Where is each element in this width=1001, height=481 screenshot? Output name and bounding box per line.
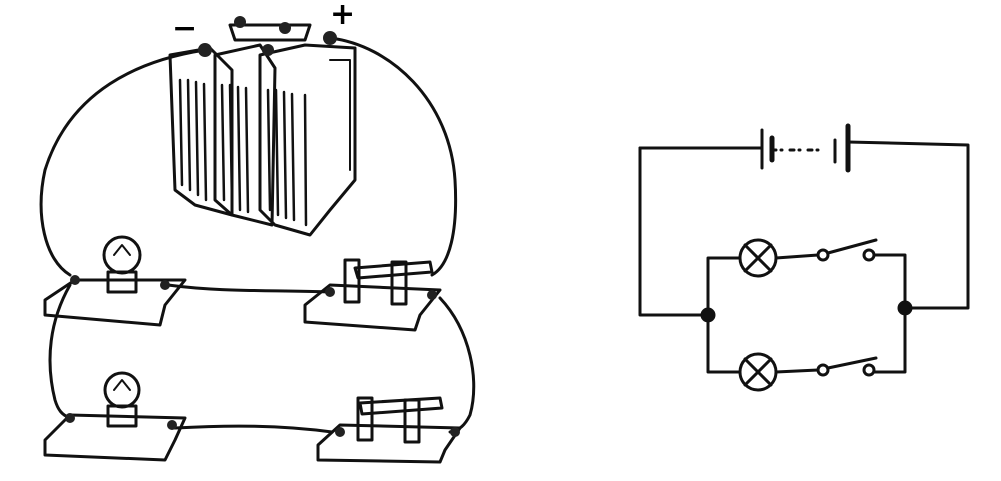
switch-1 [303,258,442,332]
bulb-base-board [43,413,187,462]
switch-2 [316,396,462,464]
switch-base-board [303,283,442,332]
switch-lever [358,396,444,416]
wire-battery-neg-to-bulb1 [39,48,207,277]
wire-battery-pos-to-switch1 [328,36,458,277]
bulb-2 [43,371,187,462]
lamp-symbol-2 [738,352,820,392]
switch-post [356,396,374,442]
battery-cell [258,43,357,237]
bulb-socket [106,270,138,294]
battery-negative-label: − [172,11,197,46]
switch-lever [353,260,434,280]
battery-cell [213,43,277,227]
junction-dot-left [700,307,716,323]
schematic-circuit [638,123,970,392]
junction-dot-right [897,300,913,316]
pictorial-circuit: − + [39,0,476,464]
switch-base-board [316,423,462,464]
battery: − + [168,0,357,237]
pictorial-wires [39,36,476,434]
lamp-symbol-1 [738,238,820,278]
battery-positive-label: + [330,0,355,32]
switch-symbol-1 [816,238,878,262]
schematic-battery [760,123,851,173]
bulb-glass [102,235,142,275]
wire-bulb1-to-switch1 [166,283,330,294]
switch-post [343,258,361,304]
wire-bulb2-to-switch2 [173,424,334,434]
bulb-1 [43,235,187,327]
schematic-branch-split-left [706,256,742,374]
bulb-socket [106,404,138,428]
switch-post [390,260,408,306]
schematic-wire-left [638,146,710,317]
bulb-glass [103,371,141,409]
schematic-wire-top-right [846,140,970,310]
switch-post [403,398,421,444]
wire-switch1-to-switch2 [438,296,476,434]
switch-symbol-2 [816,356,878,377]
wire-bulb1-to-bulb2 [48,283,72,420]
schematic-branch-split-right [873,253,907,374]
battery-terminal [198,16,337,57]
